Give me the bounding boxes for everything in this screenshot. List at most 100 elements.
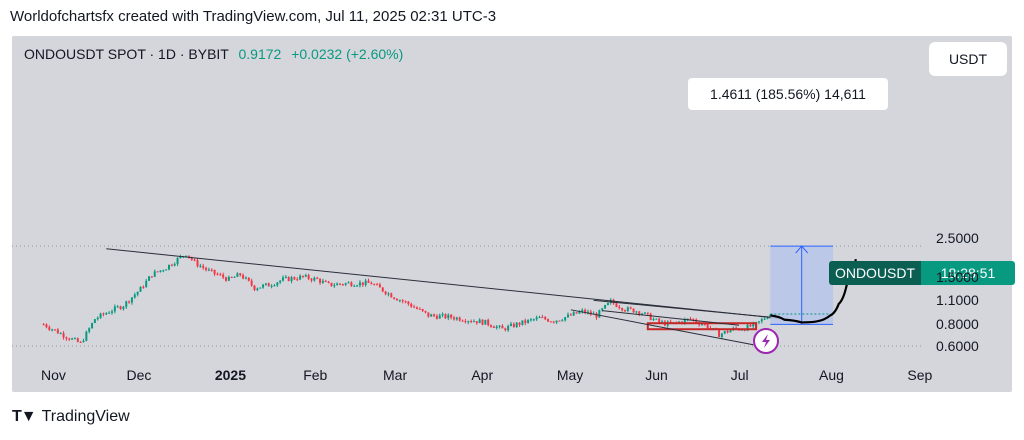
candle <box>279 280 282 284</box>
candle-body <box>455 317 458 320</box>
candle-body <box>404 301 407 303</box>
candle <box>185 255 188 257</box>
x-tick-label: Jun <box>645 367 668 383</box>
candle-body <box>65 337 68 339</box>
candle-body <box>421 309 424 311</box>
candle <box>130 297 133 305</box>
candle <box>367 278 370 283</box>
candle <box>538 315 541 319</box>
candle-body <box>262 284 265 288</box>
candle-body <box>48 327 51 330</box>
candle-body <box>475 321 478 324</box>
candle <box>299 274 302 281</box>
candle-body <box>658 318 661 323</box>
candle-body <box>444 314 447 319</box>
candle <box>82 338 85 343</box>
candle-body <box>624 310 626 312</box>
candle-body <box>327 281 330 283</box>
candle-body <box>578 311 581 314</box>
candle <box>398 299 401 303</box>
candle-body <box>529 319 532 321</box>
candle <box>51 328 54 332</box>
candle-body <box>373 284 376 286</box>
candle-body <box>142 286 145 288</box>
candle-body <box>230 276 233 278</box>
candle <box>720 332 723 340</box>
candle <box>478 318 481 324</box>
candle <box>54 329 56 331</box>
candle <box>381 287 384 293</box>
candle <box>763 317 766 320</box>
candle-body <box>279 280 282 283</box>
candle <box>42 323 45 326</box>
candle-body <box>91 323 94 329</box>
candle <box>413 304 416 308</box>
chart-attribution: Worldofchartsfx created with TradingView… <box>10 8 497 25</box>
candle-body <box>646 312 649 314</box>
last-price-tag: ONDOUSDT 18:28:51 <box>829 261 1015 285</box>
candle <box>122 305 125 311</box>
candle <box>327 280 330 284</box>
candle-body <box>256 288 259 290</box>
candle <box>632 308 635 313</box>
candle-body <box>561 320 564 322</box>
candle-body <box>339 283 341 285</box>
candle-body <box>407 301 410 305</box>
candle <box>142 285 145 289</box>
currency-button[interactable]: USDT <box>929 42 1007 76</box>
candle <box>376 282 379 286</box>
candle-body <box>678 321 681 323</box>
candle <box>564 316 567 322</box>
x-tick-label: Jul <box>730 367 749 383</box>
candle <box>227 275 230 282</box>
candle <box>282 275 284 282</box>
x-tick-label: May <box>556 367 584 383</box>
candle <box>404 300 407 304</box>
candle-body <box>752 322 755 327</box>
lightning-icon[interactable] <box>753 328 779 354</box>
candle-body <box>133 294 136 298</box>
tradingview-brand[interactable]: T▼ TradingView <box>12 408 130 426</box>
candle <box>296 277 299 281</box>
candle-body <box>378 284 381 288</box>
candle-body <box>652 318 655 321</box>
candle-body <box>233 276 236 278</box>
candle <box>598 309 601 318</box>
candle <box>393 297 396 300</box>
x-tick-label: Dec <box>126 367 152 383</box>
candle-body <box>130 297 133 303</box>
candle-body <box>703 324 706 326</box>
candle <box>532 318 535 322</box>
candle <box>558 320 561 322</box>
candle-body <box>108 312 111 314</box>
candle-body <box>430 314 433 317</box>
candle-body <box>595 313 598 318</box>
candle <box>361 282 364 287</box>
candle-body <box>54 329 56 331</box>
candle-body <box>210 269 213 271</box>
candle-body <box>638 311 641 315</box>
candle-body <box>316 277 319 279</box>
candle-body <box>361 282 364 286</box>
symbol-legend[interactable]: ONDOUSDT SPOT · 1D · BYBIT 0.9172 +0.023… <box>24 46 403 62</box>
candle <box>358 280 361 288</box>
lightning-icon-bolt <box>762 334 770 348</box>
candle <box>113 304 116 314</box>
candle <box>267 282 270 287</box>
candle-body <box>635 311 638 313</box>
candle-body <box>549 321 552 323</box>
candle-body <box>490 325 493 327</box>
candle <box>467 320 470 325</box>
candle-body <box>723 330 726 334</box>
candle <box>757 321 760 325</box>
y-tick-label: 1.5000 <box>936 268 979 285</box>
candle-body <box>96 317 99 320</box>
candle-body <box>102 313 105 315</box>
x-tick-label: Mar <box>383 367 408 383</box>
candle-body <box>464 321 467 323</box>
candle-body <box>367 280 370 283</box>
candle-body <box>247 277 250 281</box>
candle <box>555 320 558 324</box>
candle-body <box>244 277 247 279</box>
